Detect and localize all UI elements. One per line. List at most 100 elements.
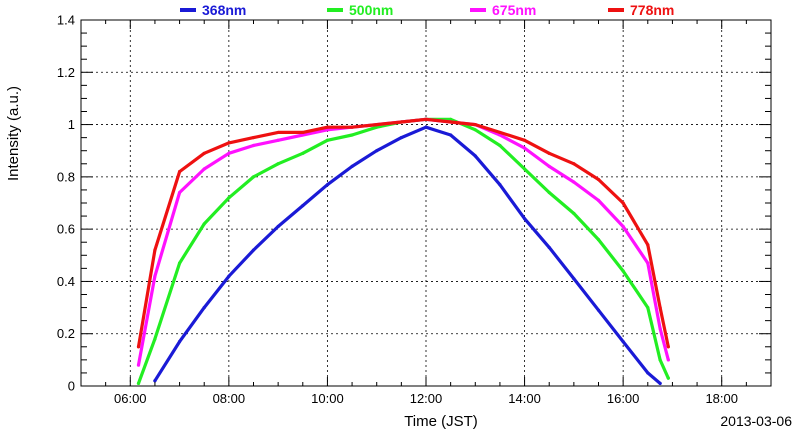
data-point-368nm [301, 204, 305, 208]
data-point-778nm [596, 177, 601, 182]
data-point-500nm [449, 117, 453, 121]
data-point-368nm [473, 154, 477, 158]
data-point-675nm [621, 224, 625, 229]
series-layer [136, 117, 670, 385]
data-point-778nm [572, 162, 576, 166]
y-tick-label: 1.2 [57, 65, 75, 80]
data-point-368nm [251, 248, 256, 252]
data-point-500nm [153, 337, 157, 341]
data-point-500nm [276, 162, 280, 166]
data-point-368nm [202, 305, 206, 310]
x-tick-label: 10:00 [311, 391, 344, 406]
data-point-778nm [325, 125, 330, 129]
y-tick-label: 1.4 [57, 13, 75, 28]
data-point-778nm [658, 305, 662, 310]
data-point-368nm [449, 133, 453, 137]
data-point-500nm [375, 125, 379, 129]
data-point-500nm [666, 376, 670, 380]
data-point-778nm [177, 170, 182, 174]
legend-label: 500nm [349, 2, 393, 18]
y-tick-label: 0.6 [57, 222, 75, 237]
legend-label: 675nm [492, 2, 536, 18]
data-point-778nm [350, 125, 354, 129]
data-point-675nm [325, 128, 330, 132]
data-point-500nm [350, 133, 354, 137]
y-axis-title: Intensity (a.u.) [5, 86, 22, 181]
data-point-500nm [136, 381, 141, 385]
data-point-675nm [136, 363, 141, 367]
data-point-675nm [177, 190, 182, 195]
legend-label: 778nm [630, 2, 674, 18]
data-point-368nm [153, 379, 157, 383]
data-point-675nm [301, 133, 305, 137]
data-point-368nm [547, 245, 551, 250]
series-line-778nm [136, 117, 670, 349]
data-point-368nm [596, 308, 601, 312]
data-point-778nm [424, 117, 428, 121]
data-point-368nm [350, 164, 354, 168]
data-point-368nm [522, 217, 527, 221]
data-point-675nm [646, 261, 650, 265]
x-tick-label: 08:00 [213, 391, 246, 406]
data-point-500nm [646, 305, 650, 310]
data-point-500nm [251, 175, 256, 179]
y-tick-label: 0 [68, 379, 75, 394]
data-point-368nm [621, 339, 625, 344]
data-point-778nm [473, 122, 477, 127]
data-point-500nm [473, 128, 477, 132]
data-point-500nm [522, 167, 527, 171]
data-point-500nm [596, 238, 601, 242]
data-point-675nm [276, 138, 280, 142]
data-point-675nm [522, 146, 527, 150]
data-point-778nm [136, 345, 141, 349]
x-tick-label: 14:00 [508, 391, 541, 406]
data-point-500nm [621, 269, 625, 273]
data-point-368nm [399, 136, 403, 140]
data-point-778nm [666, 345, 670, 349]
data-point-368nm [498, 183, 502, 187]
data-point-368nm [325, 183, 330, 187]
data-point-778nm [522, 138, 527, 142]
data-point-675nm [658, 326, 662, 331]
data-point-778nm [153, 248, 157, 252]
data-point-778nm [202, 151, 206, 155]
data-point-500nm [572, 211, 576, 216]
date-label: 2013-03-06 [720, 413, 792, 429]
data-point-500nm [498, 143, 502, 148]
data-point-500nm [177, 261, 182, 265]
data-point-778nm [227, 141, 231, 145]
data-point-778nm [301, 130, 305, 135]
data-point-778nm [547, 151, 551, 155]
data-point-778nm [621, 201, 625, 205]
x-tick-label: 16:00 [607, 391, 640, 406]
data-point-368nm [227, 274, 231, 278]
data-point-675nm [251, 143, 256, 148]
data-point-368nm [375, 149, 379, 153]
y-tick-label: 0.8 [57, 169, 75, 184]
data-point-675nm [596, 198, 601, 202]
x-tick-label: 12:00 [410, 391, 443, 406]
data-point-778nm [399, 120, 403, 124]
data-point-500nm [658, 358, 662, 362]
data-point-675nm [547, 164, 551, 168]
data-point-368nm [276, 224, 280, 229]
x-axis-title: Time (JST) [404, 413, 478, 430]
x-tick-label: 06:00 [114, 391, 147, 406]
data-point-500nm [227, 196, 231, 200]
data-point-368nm [658, 381, 662, 385]
x-tick-label: 18:00 [705, 391, 738, 406]
series-line-368nm [153, 125, 662, 385]
data-point-368nm [177, 339, 182, 344]
data-point-675nm [572, 180, 576, 184]
data-point-778nm [251, 136, 256, 140]
data-point-778nm [276, 130, 280, 135]
data-point-500nm [547, 190, 551, 195]
data-point-500nm [301, 151, 305, 155]
data-point-675nm [202, 167, 206, 171]
data-point-368nm [572, 277, 576, 281]
legend: 368nm 500nm 675nm 778nm [180, 2, 674, 18]
data-point-675nm [227, 151, 231, 155]
y-tick-label: 0.4 [57, 274, 75, 289]
